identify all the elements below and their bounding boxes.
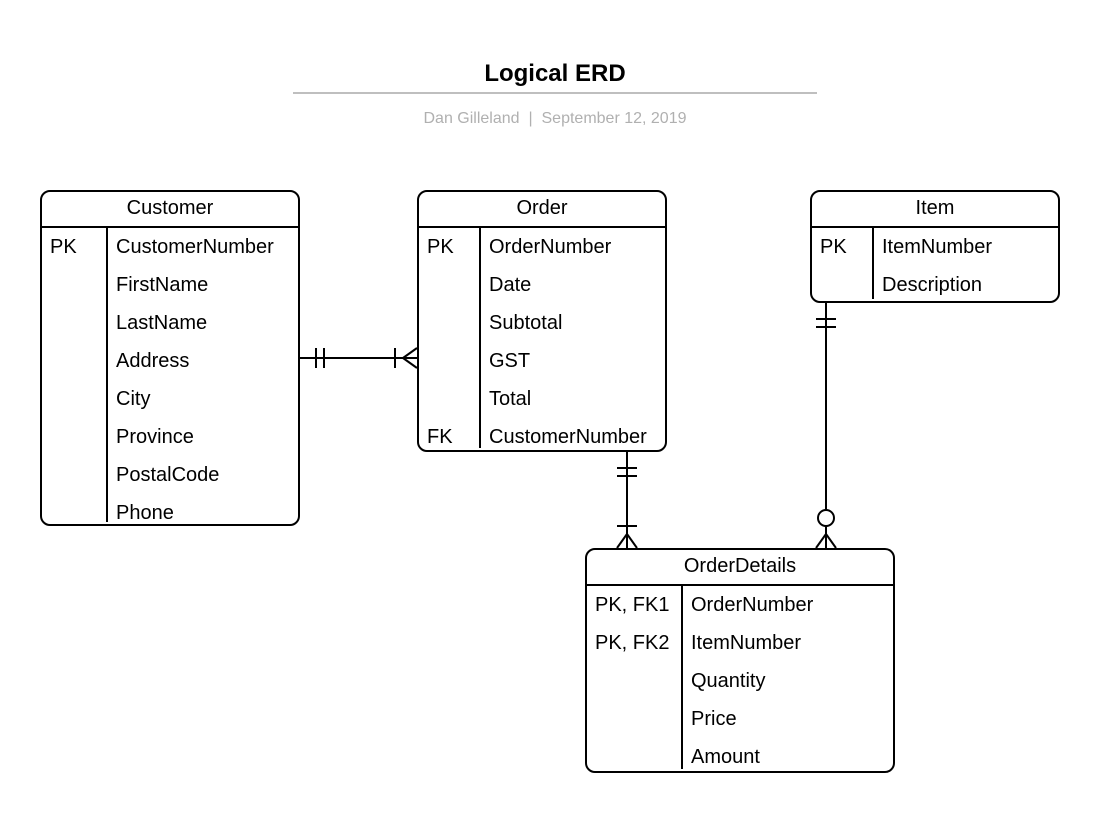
relationships-layer <box>0 0 1110 816</box>
